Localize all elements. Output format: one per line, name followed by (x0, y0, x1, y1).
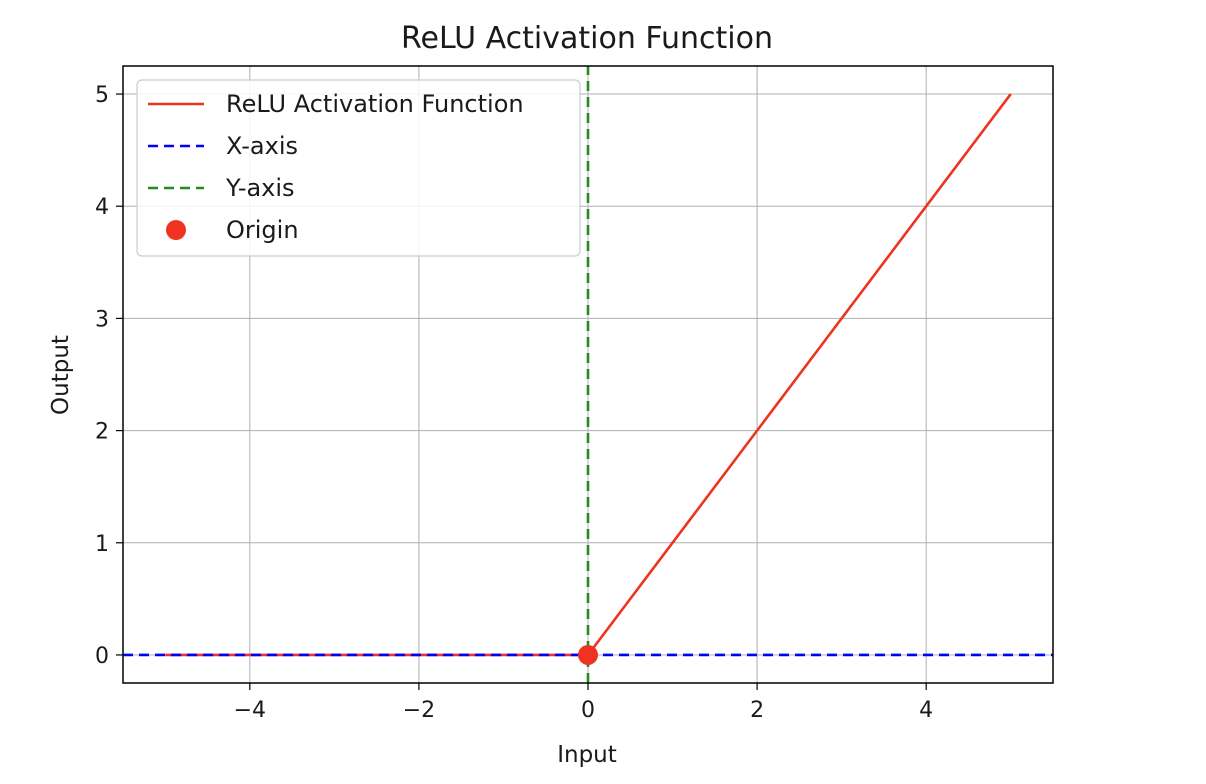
x-tick-label: −2 (403, 698, 435, 723)
legend-label: Y-axis (225, 174, 295, 202)
chart-title: ReLU Activation Function (401, 21, 773, 56)
x-tick-label: 2 (750, 698, 764, 723)
origin-marker (578, 644, 598, 665)
x-axis-label: Input (557, 742, 617, 768)
legend: ReLU Activation Function X-axis Y-axis Orig… (136, 79, 581, 257)
y-tick-label: 0 (95, 644, 109, 669)
x-tick-label: −4 (234, 698, 266, 723)
y-tick-label: 2 (95, 420, 109, 445)
y-axis-label: Output (48, 335, 74, 415)
x-tick-label: 0 (581, 698, 595, 723)
legend-box (136, 79, 581, 257)
y-tick-label: 1 (95, 532, 109, 557)
legend-label: Origin (226, 216, 299, 244)
y-tick-label: 4 (95, 195, 109, 220)
series-layer (123, 66, 1053, 683)
x-tick-label: 4 (919, 698, 933, 723)
y-tick-label: 3 (95, 307, 109, 332)
y-tick-label: 5 (95, 83, 109, 108)
legend-label: ReLU Activation Function (226, 90, 524, 118)
origin-legend-marker (166, 220, 186, 240)
axis-ticks: −4 −2 0 2 4 0 1 2 3 4 5 (95, 83, 933, 723)
legend-label: X-axis (226, 132, 298, 160)
